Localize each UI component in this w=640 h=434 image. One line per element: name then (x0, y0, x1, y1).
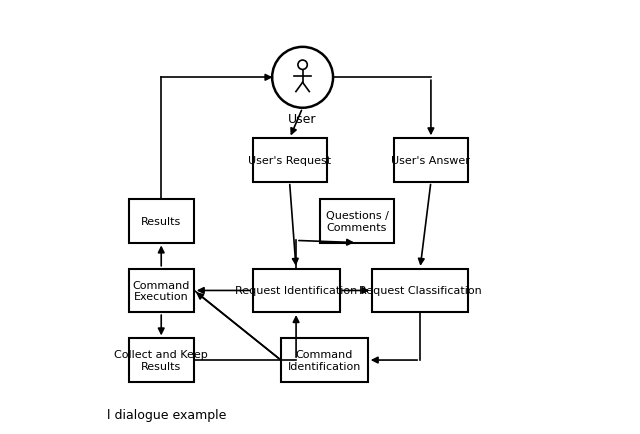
Text: Results: Results (141, 217, 181, 226)
FancyBboxPatch shape (394, 139, 468, 182)
Text: Questions /
Comments: Questions / Comments (326, 210, 388, 232)
Text: Command
Execution: Command Execution (132, 280, 190, 302)
FancyBboxPatch shape (372, 269, 468, 312)
Text: l dialogue example: l dialogue example (107, 408, 226, 421)
Text: User: User (289, 113, 317, 126)
FancyBboxPatch shape (129, 200, 194, 243)
FancyBboxPatch shape (281, 339, 368, 382)
Text: Request Identification: Request Identification (235, 286, 357, 296)
Text: Collect and Keep
Results: Collect and Keep Results (115, 349, 208, 371)
Text: Command
Identification: Command Identification (287, 349, 361, 371)
FancyBboxPatch shape (129, 339, 194, 382)
Text: Request Classification: Request Classification (358, 286, 481, 296)
Text: User's Request: User's Request (248, 156, 331, 165)
FancyBboxPatch shape (253, 139, 326, 182)
Text: User's Answer: User's Answer (392, 156, 470, 165)
FancyBboxPatch shape (320, 200, 394, 243)
FancyBboxPatch shape (129, 269, 194, 312)
FancyBboxPatch shape (253, 269, 340, 312)
